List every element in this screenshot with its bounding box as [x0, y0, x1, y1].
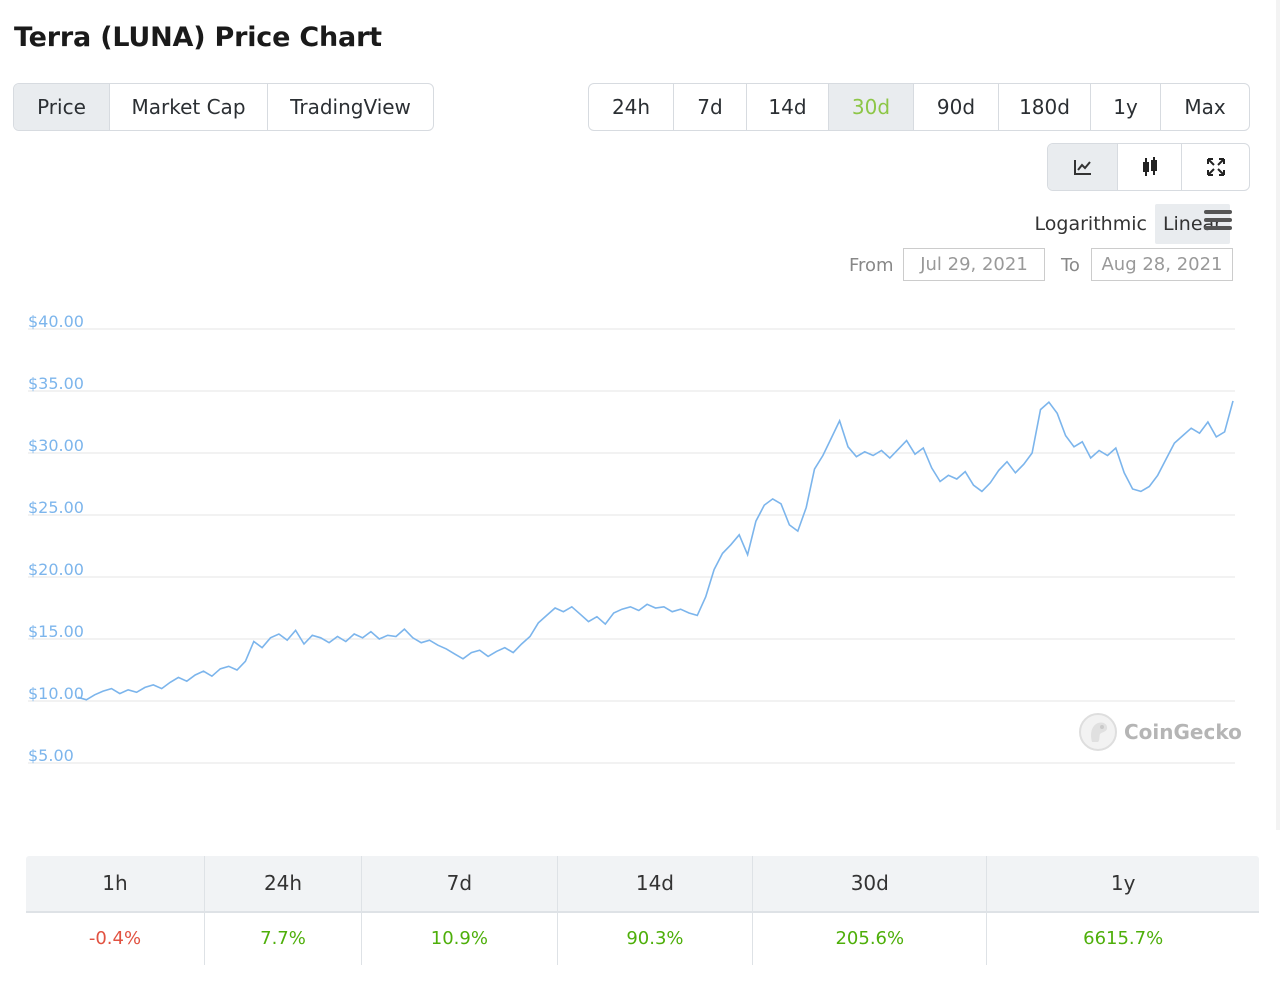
y-tick-label: $30.00 [28, 436, 84, 455]
range-180d[interactable]: 180d [999, 84, 1091, 130]
range-tabs: 24h 7d 14d 30d 90d 180d 1y Max [588, 83, 1250, 131]
stats-value-14d: 90.3% [557, 911, 754, 965]
stats-header: 1h [26, 856, 205, 913]
coingecko-watermark: CoinGecko [1078, 712, 1242, 752]
range-24h[interactable]: 24h [589, 84, 674, 130]
y-tick-label: $25.00 [28, 498, 84, 517]
chart-tools [1047, 143, 1250, 191]
range-max[interactable]: Max [1184, 95, 1226, 119]
line-chart-icon [1073, 160, 1091, 175]
stats-value-row: -0.4% 7.7% 10.9% 90.3% 205.6% 6615.7% [26, 911, 1259, 965]
y-tick-label: $20.00 [28, 560, 84, 579]
range-90d[interactable]: 90d [914, 84, 999, 130]
range-7d[interactable]: 7d [674, 84, 747, 130]
tab-price[interactable]: Price [14, 84, 110, 130]
stats-value-1y: 6615.7% [1083, 928, 1164, 950]
stats-header: 14d [557, 856, 754, 913]
page-scrollbar[interactable] [1276, 0, 1280, 830]
range-30d[interactable]: 30d [829, 84, 914, 130]
price-series-line [77, 400, 1234, 701]
range-1y[interactable]: 1y [1091, 84, 1161, 130]
fullscreen-button[interactable] [1182, 144, 1249, 190]
stats-header: 1y [986, 856, 1259, 913]
y-tick-label: $15.00 [28, 622, 84, 641]
stats-value-1h: -0.4% [26, 911, 205, 965]
range-14d[interactable]: 14d [747, 84, 829, 130]
y-tick-label: $5.00 [28, 746, 74, 765]
stats-value-24h: 7.7% [204, 911, 363, 965]
stats-value-30d: 205.6% [752, 911, 988, 965]
chart-menu-icon[interactable] [1204, 210, 1232, 234]
y-tick-label: $40.00 [28, 312, 84, 331]
coingecko-logo-icon [1079, 713, 1117, 751]
scale-selector: Logarithmic Linear [1027, 204, 1230, 244]
stats-header: 7d [361, 856, 558, 913]
stats-header: 30d [752, 856, 988, 913]
tab-tradingview[interactable]: TradingView [290, 95, 411, 119]
to-date-input[interactable]: Aug 28, 2021 [1091, 248, 1233, 281]
to-label: To [1061, 254, 1080, 276]
from-label: From [849, 254, 894, 276]
candlestick-icon [1142, 157, 1157, 176]
line-chart-button[interactable] [1048, 144, 1118, 190]
price-chart[interactable]: $40.00 $35.00 $30.00 $25.00 $20.00 $15.00 $10.… [0, 300, 1250, 780]
candlestick-button[interactable] [1118, 144, 1182, 190]
scale-logarithmic[interactable]: Logarithmic [1034, 213, 1147, 235]
watermark-text: CoinGecko [1124, 720, 1242, 744]
stats-header-row: 1h 24h 7d 14d 30d 1y [26, 856, 1259, 913]
price-change-table: 1h 24h 7d 14d 30d 1y -0.4% 7.7% 10.9% 90… [25, 855, 1260, 966]
y-tick-label: $10.00 [28, 684, 84, 703]
y-tick-label: $35.00 [28, 374, 84, 393]
chart-type-tabs: Price Market Cap TradingView [13, 83, 434, 131]
tab-market-cap[interactable]: Market Cap [110, 84, 268, 130]
from-date-input[interactable]: Jul 29, 2021 [903, 248, 1045, 281]
stats-value-7d: 10.9% [361, 911, 558, 965]
stats-header: 24h [204, 856, 363, 913]
fullscreen-icon [1206, 158, 1225, 176]
page-title: Terra (LUNA) Price Chart [14, 22, 382, 53]
